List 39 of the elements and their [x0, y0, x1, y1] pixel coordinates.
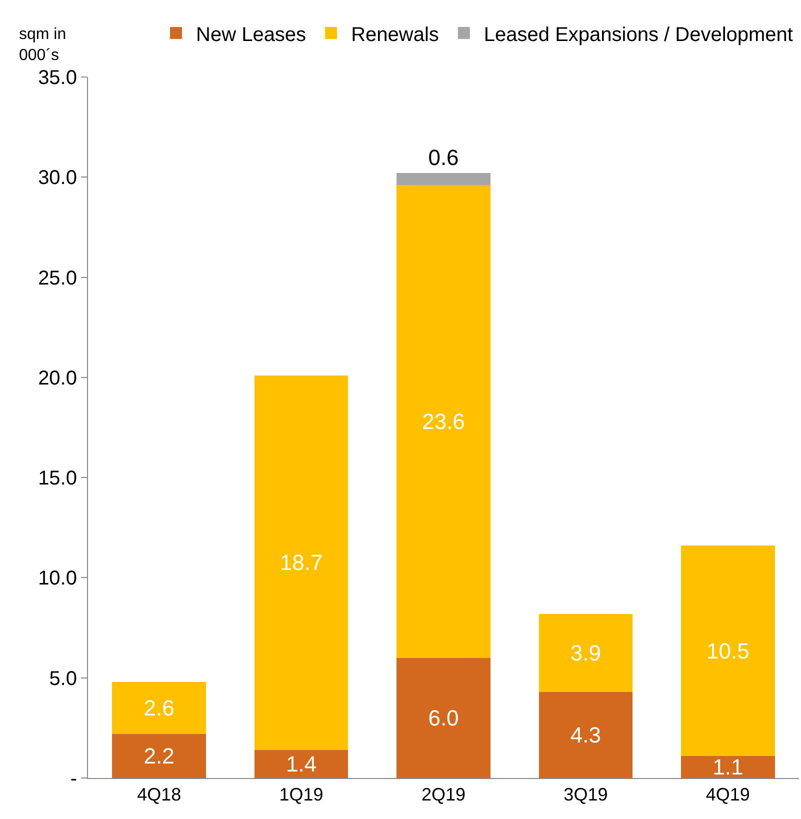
data-label: 2.2 [144, 743, 174, 768]
bar [680, 546, 775, 756]
y-tick-label: 35.0 [38, 67, 77, 89]
y-axis-title: sqm in 000´s [19, 26, 66, 64]
data-label: 1.1 [712, 754, 744, 780]
data-label: 4.3 [570, 722, 601, 748]
x-tick-label: 1Q19 [279, 784, 324, 805]
data-label: 6.0 [428, 705, 459, 730]
data-label: 2.6 [144, 695, 174, 720]
data-label: 0.6 [428, 145, 459, 170]
bar [396, 185, 490, 658]
y-tick-label: 25.0 [38, 267, 77, 290]
x-tick-label: 4Q19 [706, 784, 750, 805]
data-label: 23.6 [422, 408, 465, 434]
bar [680, 756, 775, 778]
bar [396, 658, 490, 778]
bar [254, 375, 348, 750]
y-tick-label: - [70, 768, 77, 790]
y-tick-label: 10.0 [38, 568, 77, 590]
x-tick-label: 2Q19 [421, 784, 466, 805]
y-tick-label: 20.0 [38, 367, 77, 390]
bar [112, 682, 206, 734]
data-label: 3.9 [570, 640, 601, 666]
bar [254, 750, 348, 778]
bar [538, 692, 633, 778]
legend-label: Renewals [351, 24, 439, 46]
y-tick-label: 30.0 [38, 167, 77, 190]
legend-label: Leased Expansions / Development [484, 24, 794, 46]
x-tick-label: 3Q19 [564, 784, 608, 805]
data-label: 18.7 [280, 550, 323, 576]
legend-label: New Leases [196, 24, 306, 46]
data-label: 10.5 [706, 638, 750, 664]
y-tick-label: 5.0 [49, 668, 77, 690]
data-label: 1.4 [286, 751, 317, 776]
x-tick-label: 4Q18 [137, 784, 182, 805]
y-tick-label: 15.0 [38, 468, 77, 490]
bar [396, 173, 490, 186]
bar [538, 614, 633, 692]
bar [112, 734, 206, 778]
